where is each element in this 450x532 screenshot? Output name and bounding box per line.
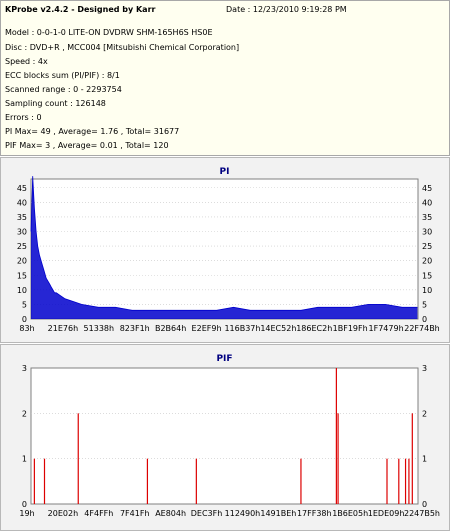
pi-xtick-label: 83h <box>19 324 34 333</box>
pif-xtick-label: 20E02h <box>48 509 78 518</box>
pif-xtick-label: 1491BEh <box>260 509 296 518</box>
pi-ytick-label-left: 45 <box>17 184 27 193</box>
pi-xtick-label: 1BF19Fh <box>333 324 368 333</box>
pi-ytick-label-right: 10 <box>422 286 432 295</box>
pi-xtick-label: 14EC52h <box>260 324 296 333</box>
info-disc: Disc : DVD+R , MCC004 [Mitsubishi Chemic… <box>5 43 240 52</box>
pif-xtick-label: 19h <box>19 509 34 518</box>
pi-xtick-label: 823F1h <box>120 324 150 333</box>
pif-ytick-label-right: 3 <box>422 364 427 373</box>
pi-series-line <box>30 176 418 311</box>
pi-ytick-label-right: 40 <box>422 198 432 207</box>
pi-xtick-label: 51338h <box>84 324 115 333</box>
pif-ytick-label-right: 0 <box>422 500 427 509</box>
pif-xtick-label: 112490h <box>225 509 261 518</box>
pi-ytick-label-left: 0 <box>22 315 27 324</box>
pif-xtick-label: 1B6E05h <box>332 509 368 518</box>
pi-chart-title: PI <box>220 167 230 177</box>
info-header: KProbe v2.4.2 - Designed by Karr Date : … <box>0 0 450 156</box>
pi-xtick-label: 21E76h <box>48 324 78 333</box>
pi-xtick-label: 116B37h <box>224 324 260 333</box>
pi-ytick-label-right: 20 <box>422 257 432 266</box>
pi-ytick-label-left: 35 <box>17 213 27 222</box>
info-pi-stats: PI Max= 49 , Average= 1.76 , Total= 3167… <box>5 127 180 136</box>
pif-xtick-label: 1EDE09h <box>368 509 405 518</box>
pif-xtick-label: 2247B5h <box>404 509 440 518</box>
info-ecc-blocks: ECC blocks sum (PI/PIF) : 8/1 <box>5 71 120 80</box>
info-errors: Errors : 0 <box>5 113 42 122</box>
pif-xtick-label: DEC3Fh <box>191 509 223 518</box>
pi-chart: PI 0 0 5 5 10 10 15 15 20 20 25 25 30 30 35 35 40 40 45 45 83… <box>17 167 440 333</box>
pif-ytick-label-right: 2 <box>422 409 427 418</box>
pif-xtick-label: 4F4FFh <box>84 509 113 518</box>
pi-ytick-label-left: 5 <box>22 300 27 309</box>
pif-ytick-label-left: 0 <box>22 500 27 509</box>
pi-xtick-label: 186EC2h <box>296 324 332 333</box>
pif-ytick-label-left: 3 <box>22 364 27 373</box>
pif-chart-title: PIF <box>216 354 232 364</box>
pi-ytick-label-right: 45 <box>422 184 432 193</box>
pi-ytick-label-left: 10 <box>17 286 27 295</box>
pi-ytick-label-left: 15 <box>17 271 27 280</box>
app-title: KProbe v2.4.2 - Designed by Karr <box>5 5 156 14</box>
pi-xtick-label: 22F74Bh <box>404 324 440 333</box>
pi-xtick-label: B2B64h <box>155 324 186 333</box>
pif-plot-area <box>30 367 419 505</box>
pi-ytick-label-left: 20 <box>17 257 27 266</box>
pi-plot-area <box>30 178 419 320</box>
pif-chart: PIF 0 0 1 1 2 2 3 3 19h 20E02h 4F4FFh 7F41Fh AE804h DE… <box>19 354 440 518</box>
pi-ytick-label-right: 15 <box>422 271 432 280</box>
pi-ytick-label-left: 40 <box>17 198 27 207</box>
info-sampling-count: Sampling count : 126148 <box>5 99 106 108</box>
pi-ytick-label-right: 0 <box>422 315 427 324</box>
pi-xtick-label: 1F7479h <box>369 324 404 333</box>
pi-ytick-label-left: 25 <box>17 242 27 251</box>
pif-ytick-label-left: 1 <box>22 455 27 464</box>
pi-ytick-label-right: 35 <box>422 213 432 222</box>
pif-xtick-label: AE804h <box>155 509 186 518</box>
pif-xtick-label: 17FF38h <box>297 509 332 518</box>
info-model: Model : 0-0-1-0 LITE-ON DVDRW SHM-165H6S… <box>5 28 213 37</box>
pi-ytick-label-right: 5 <box>422 300 427 309</box>
pif-ytick-label-left: 2 <box>22 409 27 418</box>
pi-chart-panel: PI 0 0 5 5 10 10 15 15 20 20 25 25 30 30 35 35 40 40 45 45 83… <box>0 157 450 343</box>
pi-ytick-label-right: 25 <box>422 242 432 251</box>
info-pif-stats: PIF Max= 3 , Average= 0.01 , Total= 120 <box>5 141 169 150</box>
pif-ytick-label-right: 1 <box>422 455 427 464</box>
pif-xtick-label: 7F41Fh <box>120 509 150 518</box>
scan-date: Date : 12/23/2010 9:19:28 PM <box>226 5 347 14</box>
pi-ytick-label-right: 30 <box>422 228 432 237</box>
pi-xtick-label: E2EF9h <box>192 324 222 333</box>
pif-chart-panel: PIF 0 0 1 1 2 2 3 3 19h 20E02h 4F4FFh 7F41Fh AE804h DE… <box>0 344 450 531</box>
pi-ytick-label-left: 30 <box>17 228 27 237</box>
info-speed: Speed : 4x <box>5 57 48 66</box>
info-scanned-range: Scanned range : 0 - 2293754 <box>5 85 122 94</box>
